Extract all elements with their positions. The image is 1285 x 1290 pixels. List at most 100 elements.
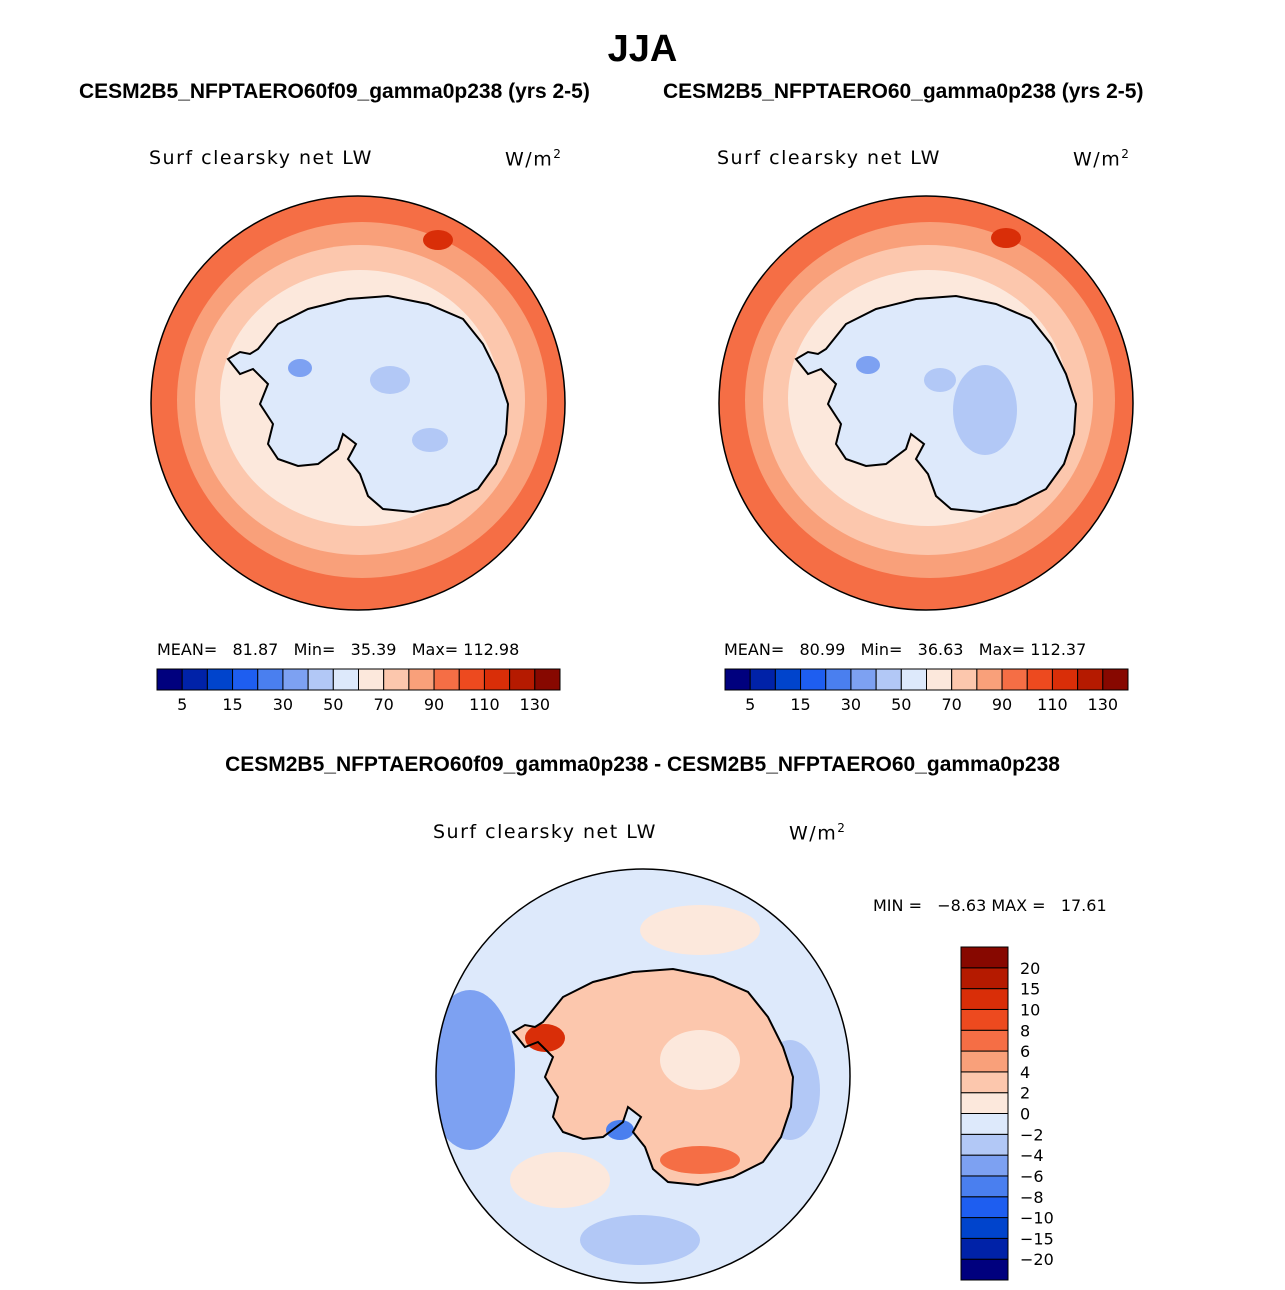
- panel3-colorbar-tick-label-7: 0: [1020, 1105, 1030, 1124]
- panel1-colorbar-swatch-11: [433, 668, 460, 691]
- panel2-colorbar-swatch-3: [800, 668, 827, 691]
- panel3-colorbar-tick-label-3: −8: [1020, 1188, 1044, 1207]
- panel1-colorbar-tick-label-7: 130: [520, 695, 551, 714]
- diff-title: CESM2B5_NFPTAERO60f09_gamma0p238 - CESM2…: [225, 753, 1060, 776]
- panel3-colorbar-swatch-3: [960, 1196, 1009, 1219]
- panel2-units-label: W/m2: [1073, 147, 1130, 170]
- panel2-colorbar-tick-label-0: 5: [745, 695, 755, 714]
- panel2-low-patch-b: [924, 368, 956, 392]
- panel2-max-label: Max=: [978, 640, 1026, 659]
- panel3-peninsula-max: [525, 1024, 565, 1052]
- panel1-colorbar-tick-label-4: 70: [374, 695, 394, 714]
- panel2-colorbar-tick-label-5: 90: [992, 695, 1012, 714]
- panel1-max-value: 112.98: [463, 640, 520, 659]
- panel2-colorbar-tick-label-3: 50: [891, 695, 911, 714]
- panel2-colorbar-swatch-4: [825, 668, 852, 691]
- panel2-colorbar-swatch-13: [1051, 668, 1079, 691]
- panel3-colorbar-tick-label-4: −6: [1020, 1167, 1044, 1186]
- panel1-mean-value: 81.87: [232, 640, 279, 659]
- panel2-map-border: [718, 195, 1134, 611]
- panel1-units-base: W/m: [505, 148, 554, 171]
- panel3-colorbar-swatch-5: [960, 1154, 1009, 1177]
- panel3-units-exp: 2: [837, 821, 847, 835]
- panel2-min-value: 36.63: [917, 640, 964, 659]
- panel1-colorbar-swatch-10: [408, 668, 435, 691]
- panel2-min-label: Min=: [860, 640, 903, 659]
- panel3-colorbar-swatch-13: [960, 988, 1009, 1010]
- panel1-colorbar-swatch-13: [483, 668, 511, 691]
- panel3-coastal-high: [660, 1146, 740, 1174]
- panel1-min-value: 35.39: [350, 640, 397, 659]
- panel3-colorbar-swatch-6: [960, 1133, 1009, 1156]
- panel2-low-patch-a: [953, 365, 1017, 455]
- panel2-colorbar-swatch-12: [1026, 668, 1053, 691]
- panel3-map-border: [435, 868, 851, 1284]
- panel1-colorbar-tick-label-3: 50: [323, 695, 343, 714]
- panel2-colorbar-swatch-9: [951, 668, 978, 691]
- panel1-colorbar-swatch-12: [458, 668, 485, 691]
- panel3-colorbar-tick-label-10: 6: [1020, 1042, 1030, 1061]
- panel3-minmax: MIN = −8.63 MAX = 17.61: [873, 896, 1107, 915]
- panel1-colorbar-tick-label-5: 90: [424, 695, 444, 714]
- panel3-units-base: W/m: [789, 822, 838, 845]
- panel3-colorbar-swatch-11: [960, 1029, 1009, 1052]
- panel3-interior-patch: [660, 1030, 740, 1090]
- panel2-colorbar-swatch-1: [749, 668, 776, 691]
- panel1-colorbar-swatch-15: [534, 668, 561, 691]
- panel1-units-label: W/m2: [505, 147, 562, 170]
- panel2-colorbar-swatch-15: [1102, 668, 1129, 691]
- panel2-colorbar-tick-label-7: 130: [1088, 695, 1119, 714]
- panel3-colorbar-swatch-12: [960, 1008, 1009, 1031]
- panel2-variable-label: Surf clearsky net LW: [717, 147, 941, 169]
- panel1-colorbar-swatch-3: [232, 668, 259, 691]
- panel3-colorbar-swatch-0: [960, 1258, 1009, 1281]
- panel2-colorbar-tick-label-4: 70: [942, 695, 962, 714]
- panel2-colorbar-swatch-5: [850, 668, 877, 691]
- panel2-colorbar-tick-label-1: 15: [790, 695, 810, 714]
- panel1-colorbar-tick-label-6: 110: [469, 695, 500, 714]
- panel3-colorbar-tick-label-9: 4: [1020, 1063, 1030, 1082]
- panel2-max-value: 112.37: [1030, 640, 1087, 659]
- panel1-colorbar-swatch-1: [181, 668, 208, 691]
- panel2-colorbar: 5 15 30 50 70 90 110 130: [724, 668, 1129, 714]
- panel3-colorbar-swatch-15: [960, 946, 1009, 969]
- panel3-colorbar-tick-label-6: −2: [1020, 1125, 1044, 1144]
- panel2-colorbar-swatch-10: [976, 668, 1003, 691]
- panel3-positive-patch-north: [640, 905, 760, 955]
- panel1-stats: MEAN= 81.87 Min= 35.39 Max= 112.98: [157, 640, 519, 659]
- panel3-negative-patch-west: [436, 990, 515, 1150]
- panel3-units-label: W/m2: [789, 821, 846, 844]
- panel2-colorbar-swatch-2: [774, 668, 802, 691]
- panel1-colorbar-swatch-7: [332, 668, 359, 691]
- panel2-colorbar-swatch-0: [724, 668, 751, 691]
- panel2-colorbar-swatch-8: [926, 668, 953, 691]
- panel1-colorbar-swatch-5: [282, 668, 309, 691]
- panel1-map-border: [150, 195, 566, 611]
- panel3-colorbar-tick-label-8: 2: [1020, 1084, 1030, 1103]
- panel1-colorbar-tick-label-2: 30: [273, 695, 293, 714]
- panel2-colorbar-tick-label-2: 30: [841, 695, 861, 714]
- panel2-mean-label: MEAN=: [724, 640, 785, 659]
- panel1-high-patch: [423, 230, 453, 250]
- panel2-units-base: W/m: [1073, 148, 1122, 171]
- panel1-max-label: Max=: [411, 640, 459, 659]
- case1-title: CESM2B5_NFPTAERO60f09_gamma0p238 (yrs 2-…: [79, 80, 590, 103]
- panel1-colorbar-swatch-2: [206, 668, 234, 691]
- panel1-colorbar-swatch-8: [358, 668, 385, 691]
- panel2-high-patch: [991, 228, 1021, 248]
- figure-title: JJA: [607, 28, 678, 70]
- panel1-colorbar-swatch-0: [156, 668, 183, 691]
- panel1-colorbar: 5 15 30 50 70 90 110 130: [156, 668, 561, 714]
- panel3-map: [436, 869, 850, 1283]
- panel3-colorbar-swatch-2: [960, 1217, 1009, 1239]
- panel3-colorbar-swatch-4: [960, 1175, 1009, 1198]
- panel2-stats: MEAN= 80.99 Min= 36.63 Max= 112.37: [724, 640, 1086, 659]
- panel3-variable-label: Surf clearsky net LW: [433, 821, 657, 843]
- panel1-colorbar-swatch-14: [509, 668, 536, 691]
- panel3-colorbar-swatch-1: [960, 1237, 1009, 1260]
- panel3-negative-patch-south: [580, 1215, 700, 1265]
- panel1-low-patch-b: [412, 428, 448, 452]
- panel2-colorbar-swatch-6: [875, 668, 902, 691]
- panel3-colorbar-tick-label-13: 15: [1020, 980, 1040, 999]
